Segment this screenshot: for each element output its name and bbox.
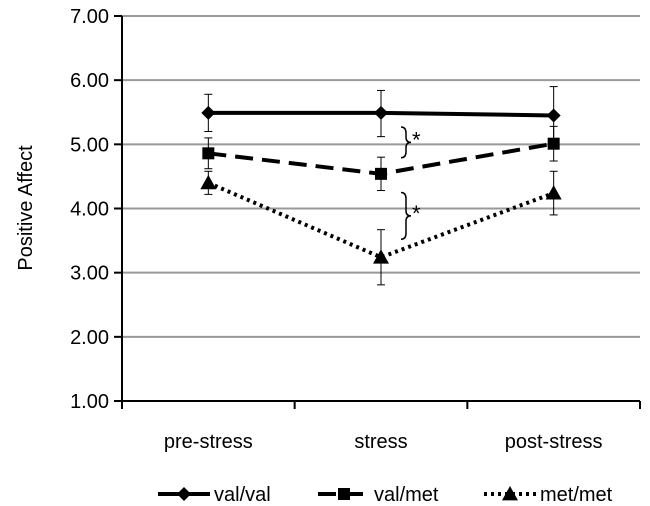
axes <box>121 16 641 409</box>
legend-label: met/met <box>540 484 613 506</box>
series-layer <box>200 86 562 286</box>
x-tick-label: pre-stress <box>164 431 253 453</box>
data-point-triangle <box>200 174 217 190</box>
data-point-square <box>547 137 560 150</box>
data-point-triangle <box>502 486 518 501</box>
data-point-square <box>338 488 350 500</box>
y-tick-label: 2.00 <box>70 327 109 349</box>
data-point-diamond <box>374 105 388 120</box>
legend-item: val/val <box>158 484 271 506</box>
data-point-diamond <box>546 108 561 123</box>
y-tick-label: 4.00 <box>70 199 109 221</box>
series-met-met <box>200 170 562 286</box>
significance-annotations: ** <box>400 126 421 241</box>
legend: val/val val/met met/met <box>158 484 613 506</box>
data-point-square <box>202 147 215 160</box>
data-point-triangle <box>373 249 389 264</box>
legend-item: val/met <box>318 484 439 506</box>
data-point-diamond <box>177 487 191 501</box>
data-point-diamond <box>201 105 216 120</box>
significance-star: * <box>412 127 421 152</box>
y-axis-title: Positive Affect <box>15 145 37 271</box>
significance-brace <box>400 126 412 159</box>
data-point-square <box>375 167 387 180</box>
data-point-triangle <box>545 185 562 200</box>
y-tick-label: 3.00 <box>70 263 109 285</box>
legend-label: val/met <box>374 484 439 506</box>
y-tick-labels: 1.00 2.00 3.00 4.00 5.00 6.00 7.00 <box>70 6 109 413</box>
y-tick-label: 7.00 <box>70 6 109 28</box>
y-tick-label: 5.00 <box>70 134 109 156</box>
y-tick-label: 6.00 <box>70 70 109 92</box>
significance-brace <box>400 191 412 241</box>
gridlines <box>114 15 640 402</box>
x-tick-labels: pre-stress stress post-stress <box>164 431 603 453</box>
x-tick-label: post-stress <box>505 431 603 453</box>
significance-star: * <box>412 201 421 226</box>
y-tick-label: 1.00 <box>70 391 109 413</box>
series-val-met <box>202 125 560 192</box>
legend-label: val/val <box>214 484 271 506</box>
legend-item: met/met <box>484 484 613 506</box>
x-tick-label: stress <box>354 431 407 453</box>
series-val-val <box>201 86 561 145</box>
series-line <box>207 180 555 260</box>
